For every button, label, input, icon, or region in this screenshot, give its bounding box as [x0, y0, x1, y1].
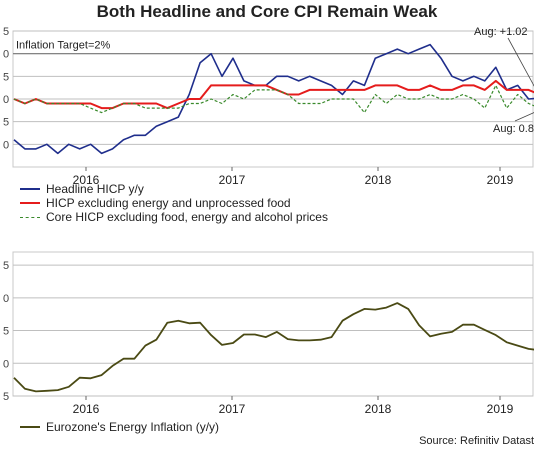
- chart-title: Both Headline and Core CPI Remain Weak: [96, 2, 438, 21]
- legend-swatch-core: [20, 216, 40, 218]
- top-y-tick-label: 0: [3, 49, 9, 61]
- bottom-legend: Eurozone's Energy Inflation (y/y): [20, 420, 219, 434]
- top-legend: Headline HICP y/y HICP excluding energy …: [20, 182, 328, 224]
- legend-item-headline: Headline HICP y/y: [20, 182, 328, 196]
- series-line-energy: [13, 302, 534, 393]
- top-y-tick-label: 5: [3, 71, 9, 83]
- bottom-x-tick-label: 2018: [365, 402, 392, 416]
- top-panel: 5 0 5 0 5 0 2016 2017 2018 2019 Inflation Target=2…: [3, 26, 534, 187]
- legend-label-headline: Headline HICP y/y: [46, 182, 144, 196]
- bottom-y-tick-label: 5: [3, 260, 9, 272]
- annotation-leader-bottom: [514, 112, 534, 122]
- top-x-tick-label: 2018: [365, 173, 392, 187]
- bottom-y-tick-label: 0: [3, 358, 9, 370]
- bottom-y-tick-label: 5: [3, 326, 9, 338]
- top-y-tick-label: 0: [3, 139, 9, 151]
- bottom-x-tick-label: 2016: [73, 402, 100, 416]
- inflation-target-label: Inflation Target=2%: [16, 40, 110, 52]
- series-line-headline: [13, 43, 534, 155]
- legend-swatch-headline: [20, 188, 40, 190]
- top-x-tick-label: 2016: [73, 173, 100, 187]
- bottom-panel: 5 0 5 0 5 2016 2017 2018 2019: [3, 251, 534, 416]
- legend-item-energy: Eurozone's Energy Inflation (y/y): [20, 420, 219, 434]
- top-y-tick-label: 5: [3, 117, 9, 129]
- source-note: Source: Refinitiv Datast: [419, 435, 534, 447]
- bottom-x-tick-label: 2017: [219, 402, 246, 416]
- annotation-leader-top: [507, 37, 534, 87]
- top-y-tick-label: 5: [3, 26, 9, 38]
- bottom-y-tick-label: 0: [3, 293, 9, 305]
- legend-item-core: Core HICP excluding food, energy and alc…: [20, 210, 328, 224]
- legend-label-excl: HICP excluding energy and unprocessed fo…: [46, 196, 291, 210]
- series-line-excl-energy: [13, 79, 534, 110]
- legend-label-core: Core HICP excluding food, energy and alc…: [46, 210, 328, 224]
- bottom-y-tick-label: 5: [3, 391, 9, 403]
- top-y-tick-label: 0: [3, 94, 9, 106]
- bottom-x-tick-label: 2019: [487, 402, 514, 416]
- annotation-headline-aug: Aug: +1.02: [474, 26, 528, 38]
- legend-item-excl: HICP excluding energy and unprocessed fo…: [20, 196, 328, 210]
- top-x-tick-label: 2017: [219, 173, 246, 187]
- legend-label-energy: Eurozone's Energy Inflation (y/y): [46, 420, 220, 434]
- legend-swatch-excl: [20, 202, 40, 204]
- legend-swatch-energy: [20, 426, 40, 428]
- top-x-tick-label: 2019: [487, 173, 514, 187]
- bottom-plot-frame: [12, 251, 534, 397]
- annotation-core-aug: Aug: 0.8: [493, 123, 534, 135]
- series-line-core: [13, 84, 534, 114]
